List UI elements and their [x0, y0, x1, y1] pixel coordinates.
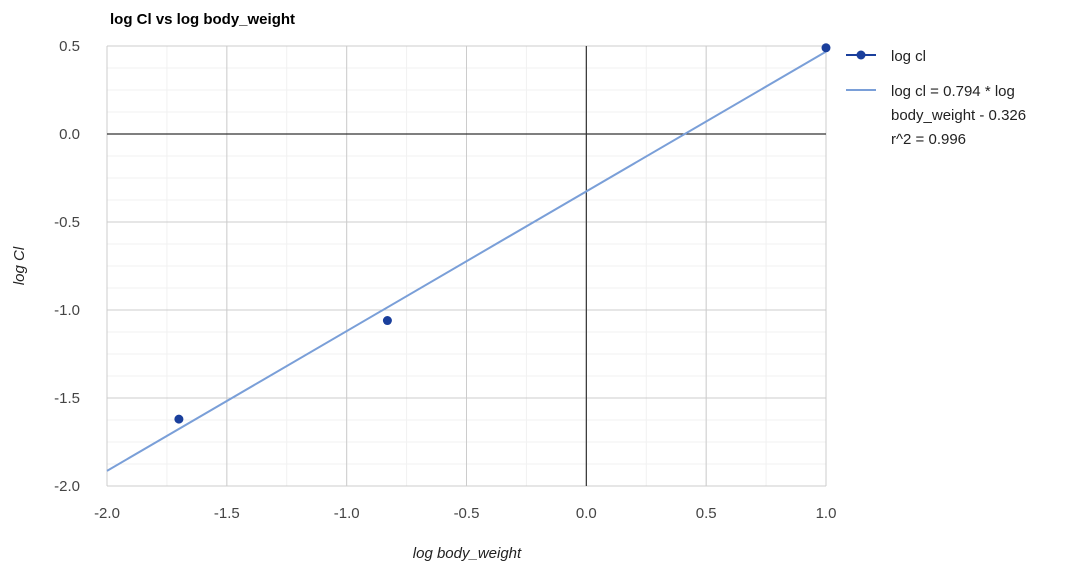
y-tick-label: -2.0: [54, 478, 80, 495]
y-axis-ticks: 0.5 0.0 -0.5 -1.0 -1.5 -2.0: [54, 38, 80, 495]
x-axis-ticks: -2.0 -1.5 -1.0 -0.5 0.0 0.5 1.0: [94, 505, 836, 522]
legend-trendline-label-1: log cl = 0.794 * log: [891, 83, 1015, 100]
legend-trendline-label-3: r^2 = 0.996: [891, 131, 966, 148]
y-tick-label: 0.0: [59, 126, 80, 143]
data-point: [821, 43, 831, 53]
chart-title: log Cl vs log body_weight: [110, 11, 295, 28]
trendline: [106, 50, 827, 472]
legend[interactable]: log cl log cl = 0.794 * log body_weight …: [846, 48, 1026, 148]
y-tick-label: 0.5: [59, 38, 80, 55]
x-tick-label: 0.0: [576, 505, 597, 522]
y-tick-label: -1.5: [54, 390, 80, 407]
legend-trendline-label-2: body_weight - 0.326: [891, 107, 1026, 124]
x-tick-label: 0.5: [696, 505, 717, 522]
legend-series-marker: [856, 50, 866, 60]
x-tick-label: 1.0: [816, 505, 837, 522]
y-tick-label: -0.5: [54, 214, 80, 231]
zero-axes: [107, 46, 826, 486]
x-tick-label: -0.5: [454, 505, 480, 522]
x-tick-label: -1.5: [214, 505, 240, 522]
x-axis-title: log body_weight: [413, 545, 522, 562]
data-point: [174, 414, 184, 424]
y-tick-label: -1.0: [54, 302, 80, 319]
x-tick-label: -1.0: [334, 505, 360, 522]
data-points: [174, 43, 831, 424]
y-axis-title: log Cl: [11, 246, 28, 285]
trendline-path: [106, 50, 827, 472]
data-point: [382, 316, 392, 326]
x-tick-label: -2.0: [94, 505, 120, 522]
legend-series-label: log cl: [891, 48, 926, 65]
